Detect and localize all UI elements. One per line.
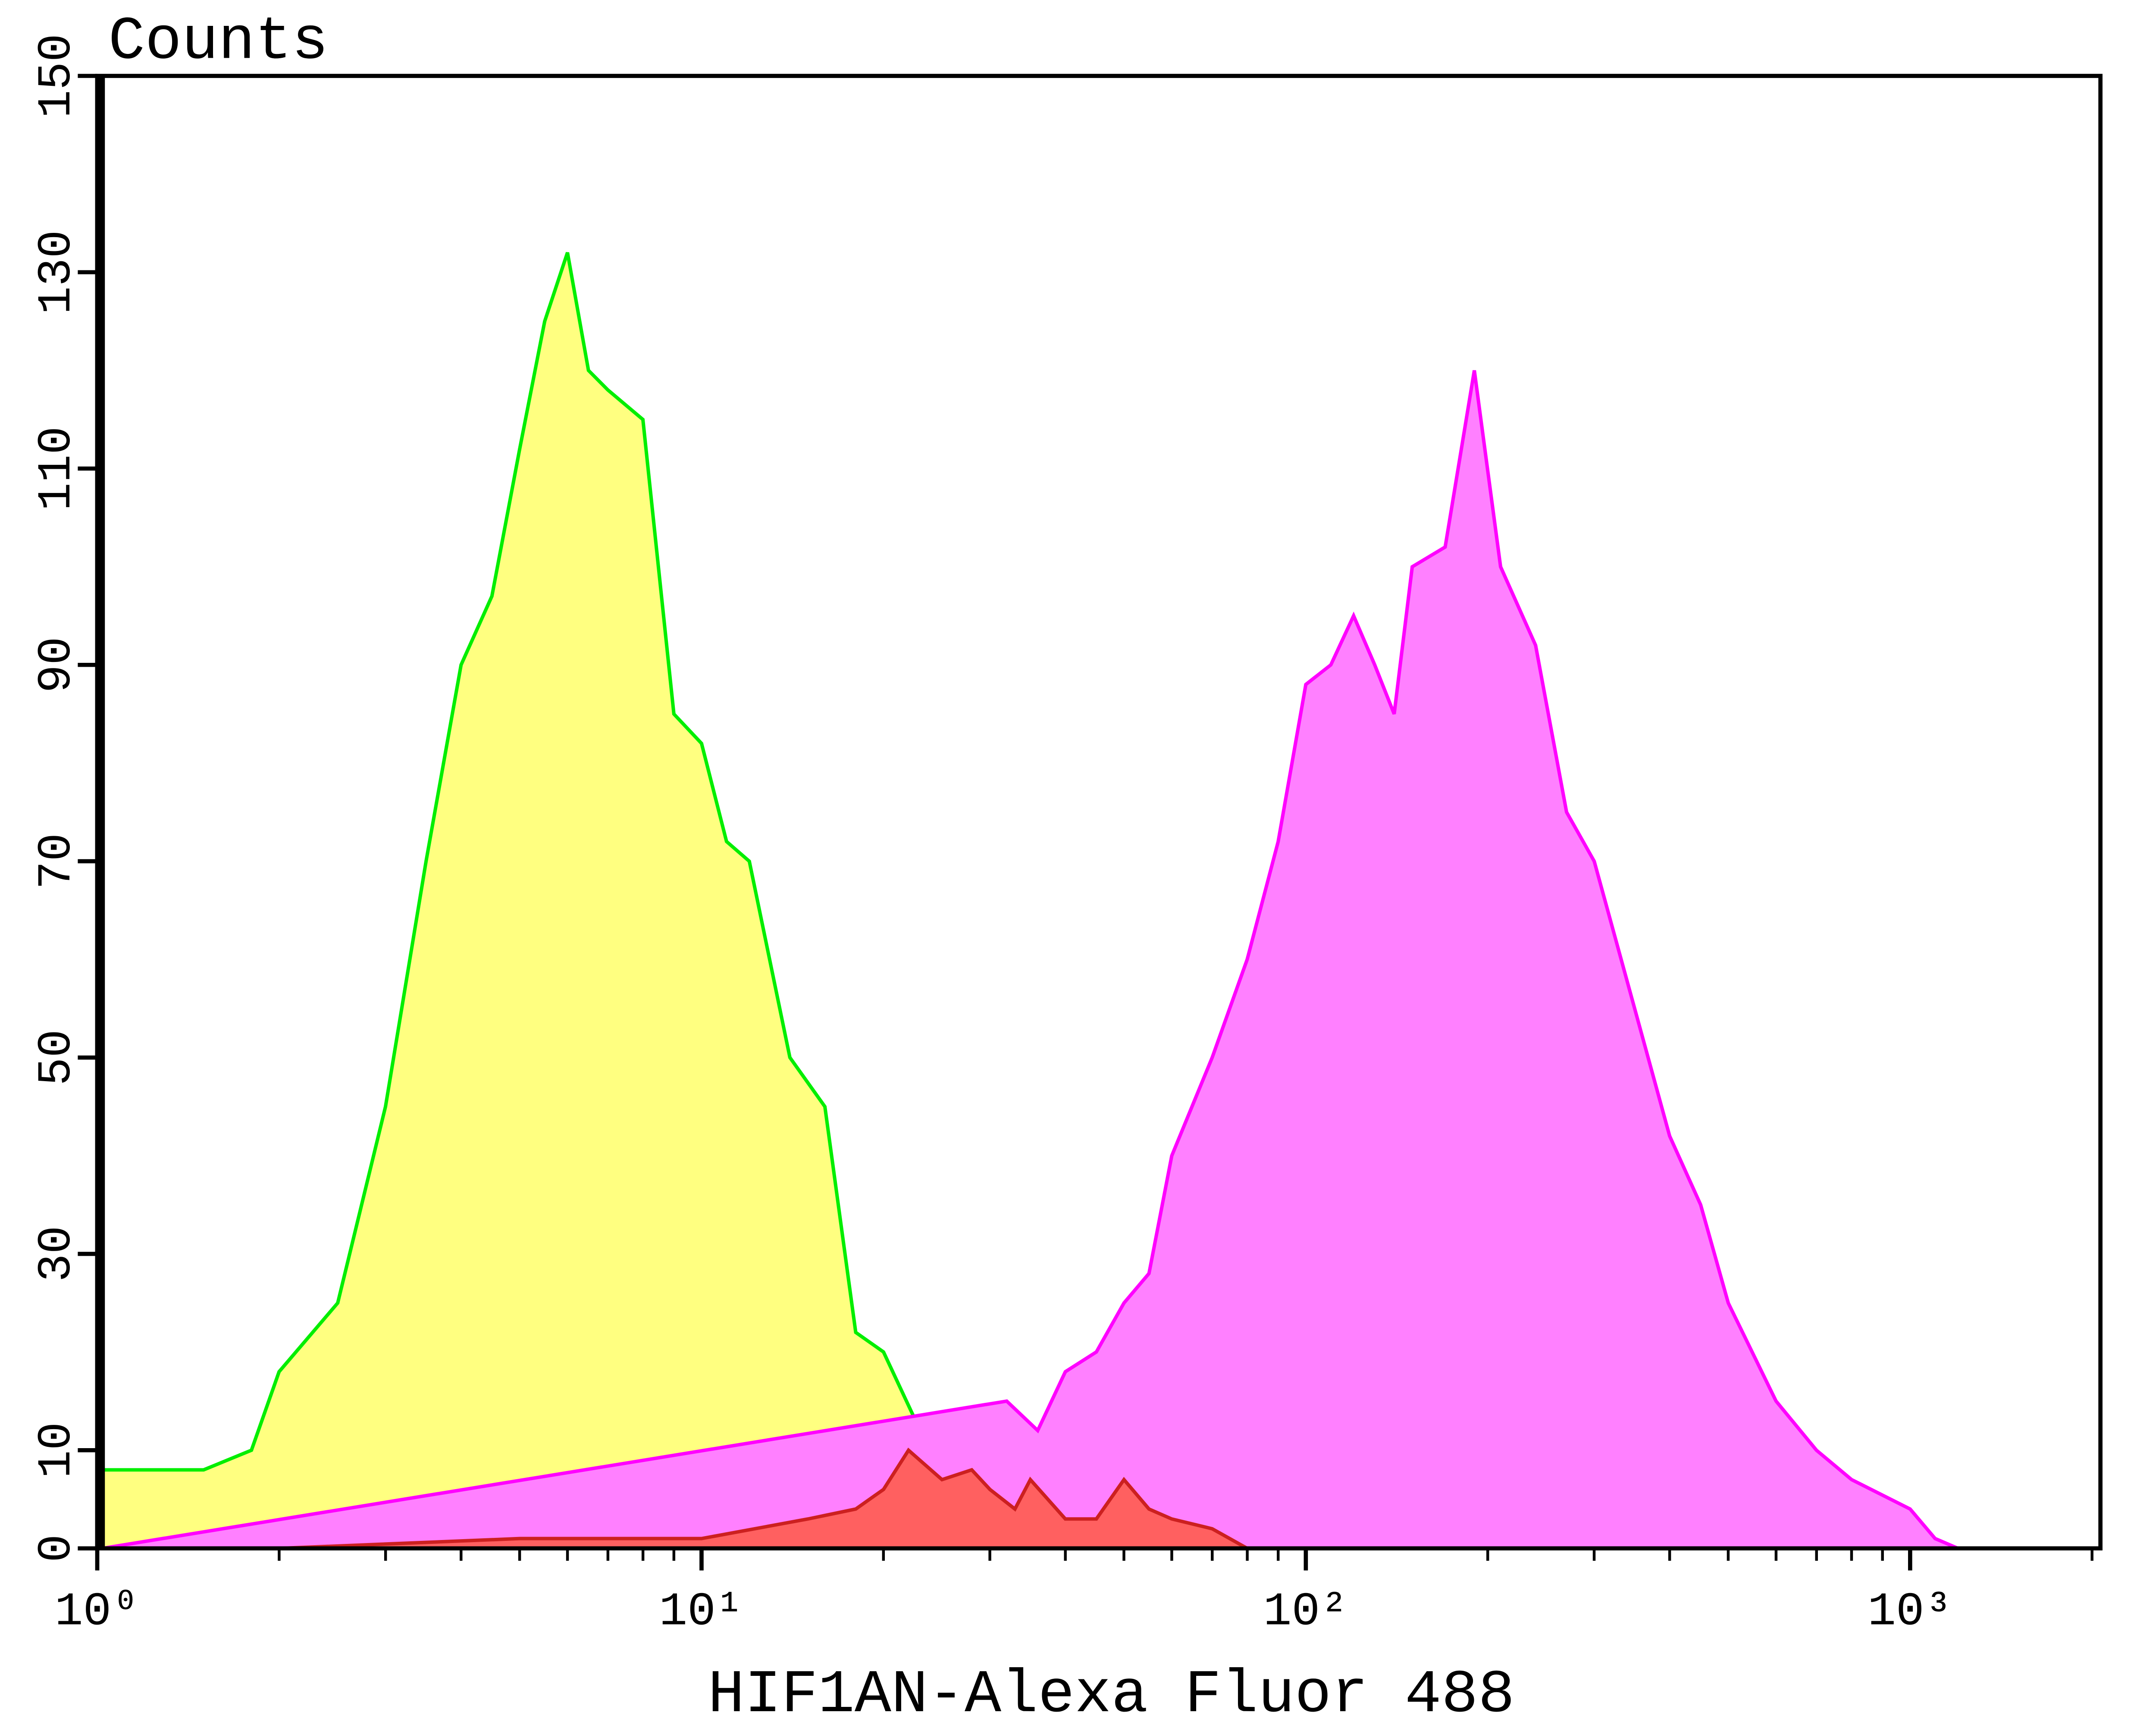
y-tick-label: 50 <box>30 1029 84 1086</box>
y-tick-label: 90 <box>30 637 84 693</box>
y-tick-label: 10 <box>30 1422 84 1478</box>
histogram-line <box>95 1107 1248 1550</box>
histogram-line <box>95 105 2049 1551</box>
area-fill <box>97 105 2049 1549</box>
y-tick-label: 30 <box>30 1226 84 1282</box>
x-tick-label: 10¹ <box>659 1585 744 1639</box>
y-tick-label: 70 <box>30 833 84 890</box>
area-fill <box>97 1107 1247 1549</box>
x-tick-label: 10³ <box>1868 1585 1952 1639</box>
area-fill <box>97 252 1247 1549</box>
y-tick-label: 110 <box>30 427 84 511</box>
x-tick-label: 10² <box>1263 1585 1348 1639</box>
y-axis-label: Counts <box>108 8 328 76</box>
y-tick-label: 150 <box>30 34 84 118</box>
y-tick-label: 130 <box>30 230 84 314</box>
x-tick-label: 10⁰ <box>55 1585 140 1639</box>
x-axis-label: HIF1AN-Alexa Fluor 488 <box>708 1661 1515 1725</box>
y-tick-label: 0 <box>30 1534 84 1562</box>
